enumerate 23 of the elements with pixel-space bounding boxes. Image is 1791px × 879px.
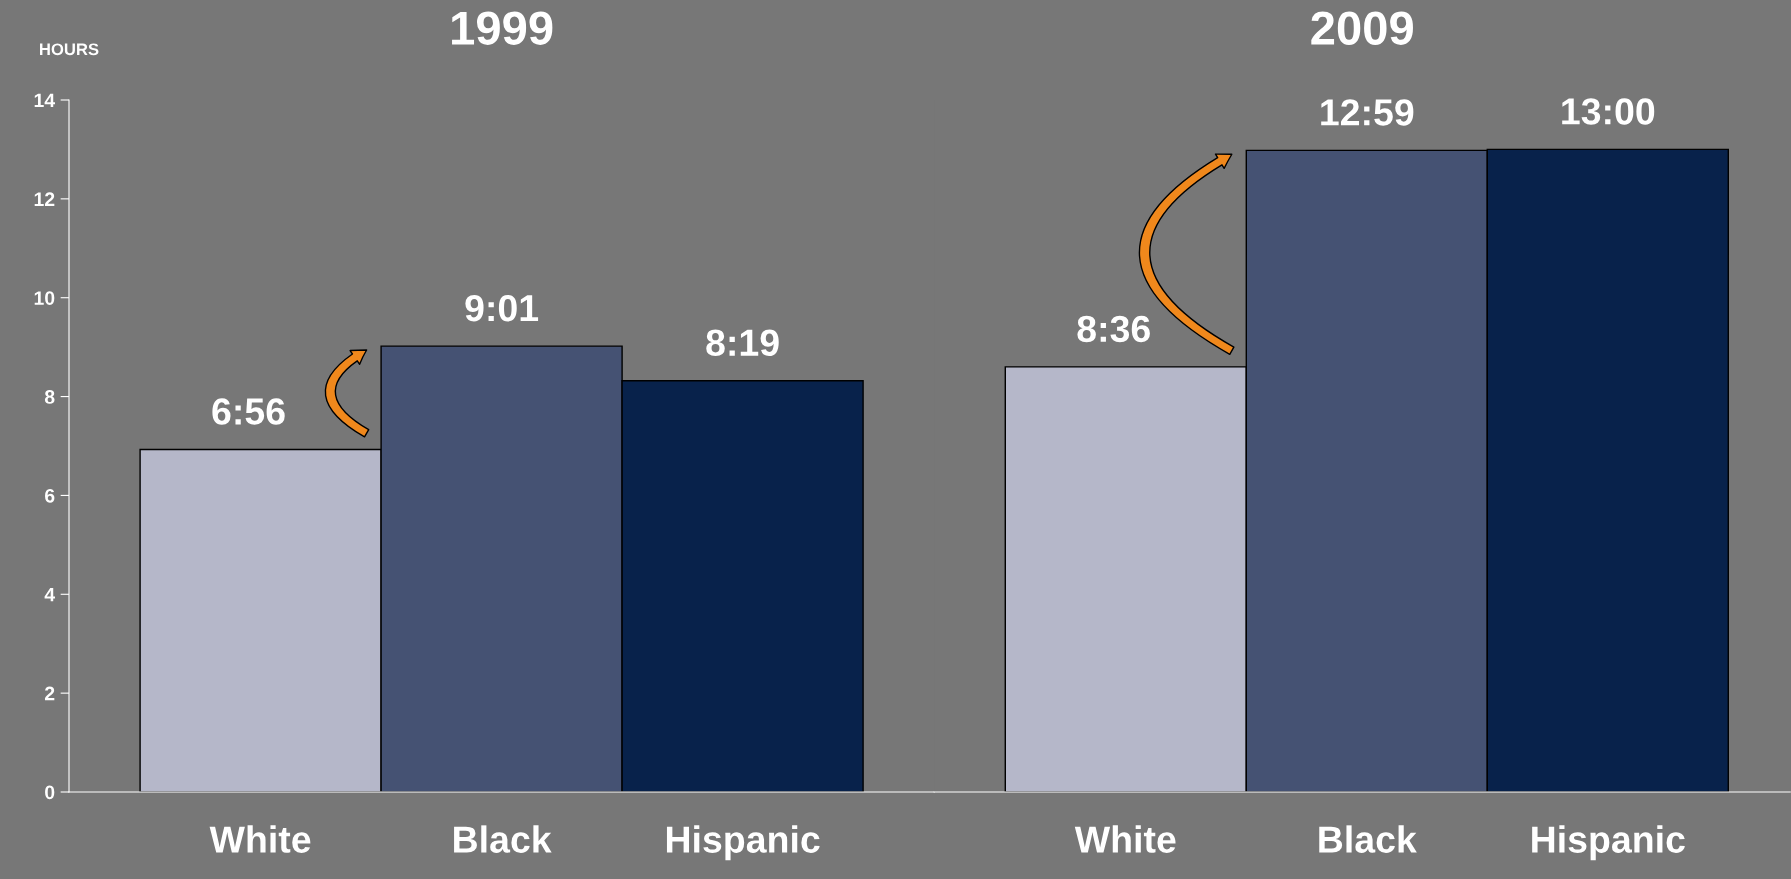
data-label: 8:36 <box>1077 315 1150 343</box>
chart-title: 1999 <box>452 11 553 45</box>
y-tick-label: 8 <box>44 390 55 404</box>
data-label: 12:59 <box>1321 99 1414 126</box>
x-tick-label: Hispanic <box>1532 825 1685 861</box>
y-tick-label: 0 <box>45 785 55 800</box>
y-tick-label: 4 <box>44 587 56 602</box>
x-tick-label: White <box>209 825 311 853</box>
y-tick-label: 14 <box>34 93 56 108</box>
x-tick-label: Black <box>454 825 552 853</box>
x-tick-label: White <box>1074 825 1176 853</box>
data-label: 9:01 <box>465 294 539 322</box>
x-tick-label: Hispanic <box>666 825 820 861</box>
y-tick-label: 6 <box>45 488 55 503</box>
data-label: 6:56 <box>212 398 285 425</box>
data-label: 13:00 <box>1562 98 1655 125</box>
y-tick-label: 2 <box>44 686 55 701</box>
x-tick-label: Black <box>1319 825 1417 853</box>
y-tick-label: 10 <box>34 291 55 305</box>
data-label: 8:19 <box>706 329 779 357</box>
chart-title: 2009 <box>1311 11 1413 45</box>
y-tick-label: 12 <box>34 192 55 206</box>
y-axis-title: HOURS <box>40 43 99 56</box>
